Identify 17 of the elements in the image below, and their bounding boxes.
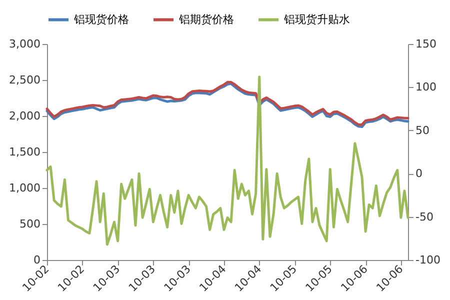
y-tick-label: 0	[34, 254, 40, 266]
y-tick-label: 1,000	[9, 182, 40, 194]
legend-label: 铝期货价格	[178, 12, 234, 26]
y-tick-label: 1,500	[9, 146, 40, 158]
y2-tick-label: 100	[416, 80, 436, 94]
y2-tick-label: -50	[416, 210, 434, 224]
y2-tick-label: -100	[416, 254, 440, 266]
y-tick-label: 2,500	[9, 74, 40, 86]
y-tick-label: 500	[20, 218, 40, 230]
y-tick-label: 2,000	[9, 110, 40, 122]
line-series	[46, 76, 410, 246]
legend-label: 铝现货升贴水	[283, 12, 350, 26]
legend-label: 铝现货价格	[73, 12, 129, 26]
y-tick-label: 3,000	[9, 38, 40, 50]
y2-tick-label: 50	[416, 124, 430, 137]
y2-tick-label: 0	[416, 167, 422, 180]
y2-tick-label: 150	[416, 38, 436, 50]
